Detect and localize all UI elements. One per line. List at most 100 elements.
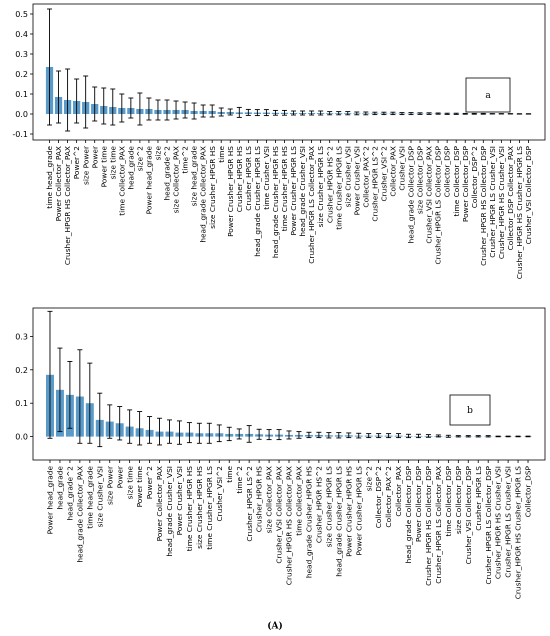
x-tick-label: size Collector_PAX [265, 466, 274, 533]
x-tick-label: size Power [81, 145, 90, 185]
y-tick-label: 0.3 [15, 332, 28, 341]
x-tick-label: Crusher_HPGR LS^2 [370, 146, 379, 222]
x-tick-label: Crusher_HPGR HS Collector_PAX [63, 146, 72, 265]
x-tick-label: time Crusher_VSI [262, 146, 271, 210]
x-tick-label: Crusher_HPGR HS Crusher_HPGR LS [514, 466, 523, 600]
x-tick-label: Collector_DSP [443, 145, 452, 197]
x-tick-label: size Crusher_HPGR HS [208, 146, 217, 229]
x-tick-label: Power time [99, 146, 108, 188]
annotation: a [485, 91, 491, 101]
x-tick-label: size time [125, 466, 134, 500]
x-tick-label: Crusher_HPGR LS Collector_DSP [434, 145, 443, 264]
annotation-box [465, 77, 511, 113]
x-tick-label: Crusher_HPGR HS [235, 146, 244, 212]
x-tick-label: Crusher_HPGR LS Crusher_VSI [488, 146, 497, 258]
caption: (A) [267, 621, 283, 632]
x-tick-label: time Crusher_HPGR HS [185, 466, 194, 552]
x-tick-label: Crusher_HPGR LS^2 [245, 466, 254, 542]
x-tick-label: size^2 [135, 146, 144, 171]
x-tick-label: size head_grade [190, 146, 199, 207]
y-tick-label: 0.2 [15, 70, 28, 79]
x-tick-label: time [217, 146, 226, 163]
x-tick-label: Power head_grade [46, 466, 55, 535]
x-tick-label: Crusher_HPGR LS [474, 466, 483, 531]
x-tick-label: Crusher_HPGR LS Collector_PAX [307, 146, 316, 264]
x-tick-label: head_grade^2 [163, 146, 172, 201]
x-tick-label: Crusher_VSI Collector_PAX [425, 146, 434, 244]
x-tick-label: Collector_PAX^2 [361, 146, 370, 208]
x-tick-label: Crusher_HPGR HS Crusher_VSI [497, 146, 506, 259]
x-tick-label: Crusher_VSI Collector_PAX [275, 466, 284, 564]
x-tick-label: head_grade Crusher_VSI [298, 146, 307, 237]
x-tick-label: Power Crusher_HPGR LS [289, 146, 298, 236]
x-tick-label: Power^2 [145, 466, 154, 499]
x-tick-label: head_grade Collector_DSP [404, 465, 413, 563]
y-tick-label: 0.4 [15, 30, 28, 39]
x-tick-label: Power time [135, 466, 144, 508]
x-tick-label: Power Collector_PAX [155, 466, 164, 541]
x-tick-label: Power Collector_PAX [54, 146, 63, 221]
x-tick-label: Crusher_VSI^2 [379, 146, 388, 202]
y-tick-label: 0.1 [15, 90, 28, 99]
x-tick-label: head_grade Collector_DSP [407, 145, 416, 243]
x-tick-label: Collector_DSP [524, 465, 533, 517]
x-tick-label: Crusher_HPGR HS Collector_PAX [285, 466, 294, 585]
x-tick-label: Crusher_HPGR HS Crusher_HPGR LS [515, 146, 524, 280]
x-tick-label: size Collector_DSP [416, 145, 425, 214]
x-tick-label: Power Crusher_HPGR HS [344, 466, 353, 557]
x-tick-label: Crusher_HPGR HS Crusher_VSI [494, 466, 503, 579]
x-tick-label: time Collector_DSP [452, 145, 461, 216]
plot-frame [32, 3, 546, 141]
x-tick-label: Power head_grade [145, 146, 154, 215]
x-tick-label: size Crusher_HPGR LS [324, 466, 333, 548]
x-tick-label: size Crusher_HPGR HS [195, 466, 204, 549]
x-tick-label: Crusher_VSI^2 [215, 466, 224, 522]
x-tick-label: Crusher_HPGR LS Collector_PAX [434, 466, 443, 584]
x-tick-label: Power Crusher_VSI [175, 466, 184, 535]
x-tick-label: time [225, 466, 234, 483]
x-tick-label: Collector_PAX [389, 146, 398, 197]
y-tick-label: 0.2 [15, 366, 28, 375]
x-tick-label: size time [108, 146, 117, 180]
y-tick-label: 0.0 [15, 433, 28, 442]
x-tick-label: Crusher_VSI Collector_DSP [464, 465, 473, 564]
x-tick-label: time Collector_PAX [117, 146, 126, 216]
x-tick-label: time head_grade [85, 466, 94, 529]
x-tick-label: Collector_PAX^2 [384, 466, 393, 528]
x-tick-label: Crusher_VSI [398, 146, 407, 191]
x-tick-label: Crusher_HPGR LS Crusher_VSI [504, 466, 513, 578]
x-tick-label: head_grade [126, 146, 135, 190]
x-tick-label: time Crusher_HPGR LS [334, 146, 343, 230]
x-tick-label: Power^2 [72, 146, 81, 179]
x-tick-label: head_grade Crusher_HPGR LS [334, 466, 343, 577]
x-tick-label: size Collector_PAX [172, 146, 181, 213]
x-tick-label: Power Crusher_HPGR LS [354, 466, 363, 556]
x-tick-label: head_grade^2 [65, 466, 74, 521]
x-tick-label: size^2 [364, 466, 373, 491]
x-tick-label: Crusher_HPGR HS [255, 466, 264, 532]
x-tick-label: head_grade Collector_PAX [199, 146, 208, 243]
x-tick-label: time Collector_DSP [444, 465, 453, 536]
x-tick-label: Power Collector_DSP [414, 465, 423, 542]
annotation: b [467, 406, 473, 416]
x-tick-label: size Crusher_VSI [343, 146, 352, 207]
x-tick-label: size Power [105, 465, 114, 505]
x-tick-label: Collector_DSP Collector_PAX [506, 146, 515, 250]
x-tick-label: Power Crusher_HPGR HS [226, 146, 235, 237]
x-tick-label: Collector_DSP^2 [374, 466, 383, 528]
annotation-box [449, 394, 491, 426]
x-tick-label: size Collector_DSP [454, 465, 463, 534]
x-tick-label: Crusher_HPGR HS^2 [314, 466, 323, 543]
x-tick-label: Power [115, 465, 124, 488]
x-tick-label: head_grade Crusher_HPGR HS [305, 466, 314, 578]
y-tick-label: -0.1 [12, 130, 28, 139]
y-tick-label: 0.3 [15, 50, 28, 59]
x-tick-label: Collector_PAX [394, 466, 403, 517]
x-tick-label: Collector_DSP^2 [470, 146, 479, 208]
x-tick-label: time Crusher_HPGR LS [205, 466, 214, 550]
x-tick-label: head_grade Crusher_VSI [165, 466, 174, 557]
x-tick-label: size [154, 146, 163, 161]
x-tick-label: time^2 [181, 146, 190, 174]
y-tick-label: 0.5 [15, 10, 28, 19]
